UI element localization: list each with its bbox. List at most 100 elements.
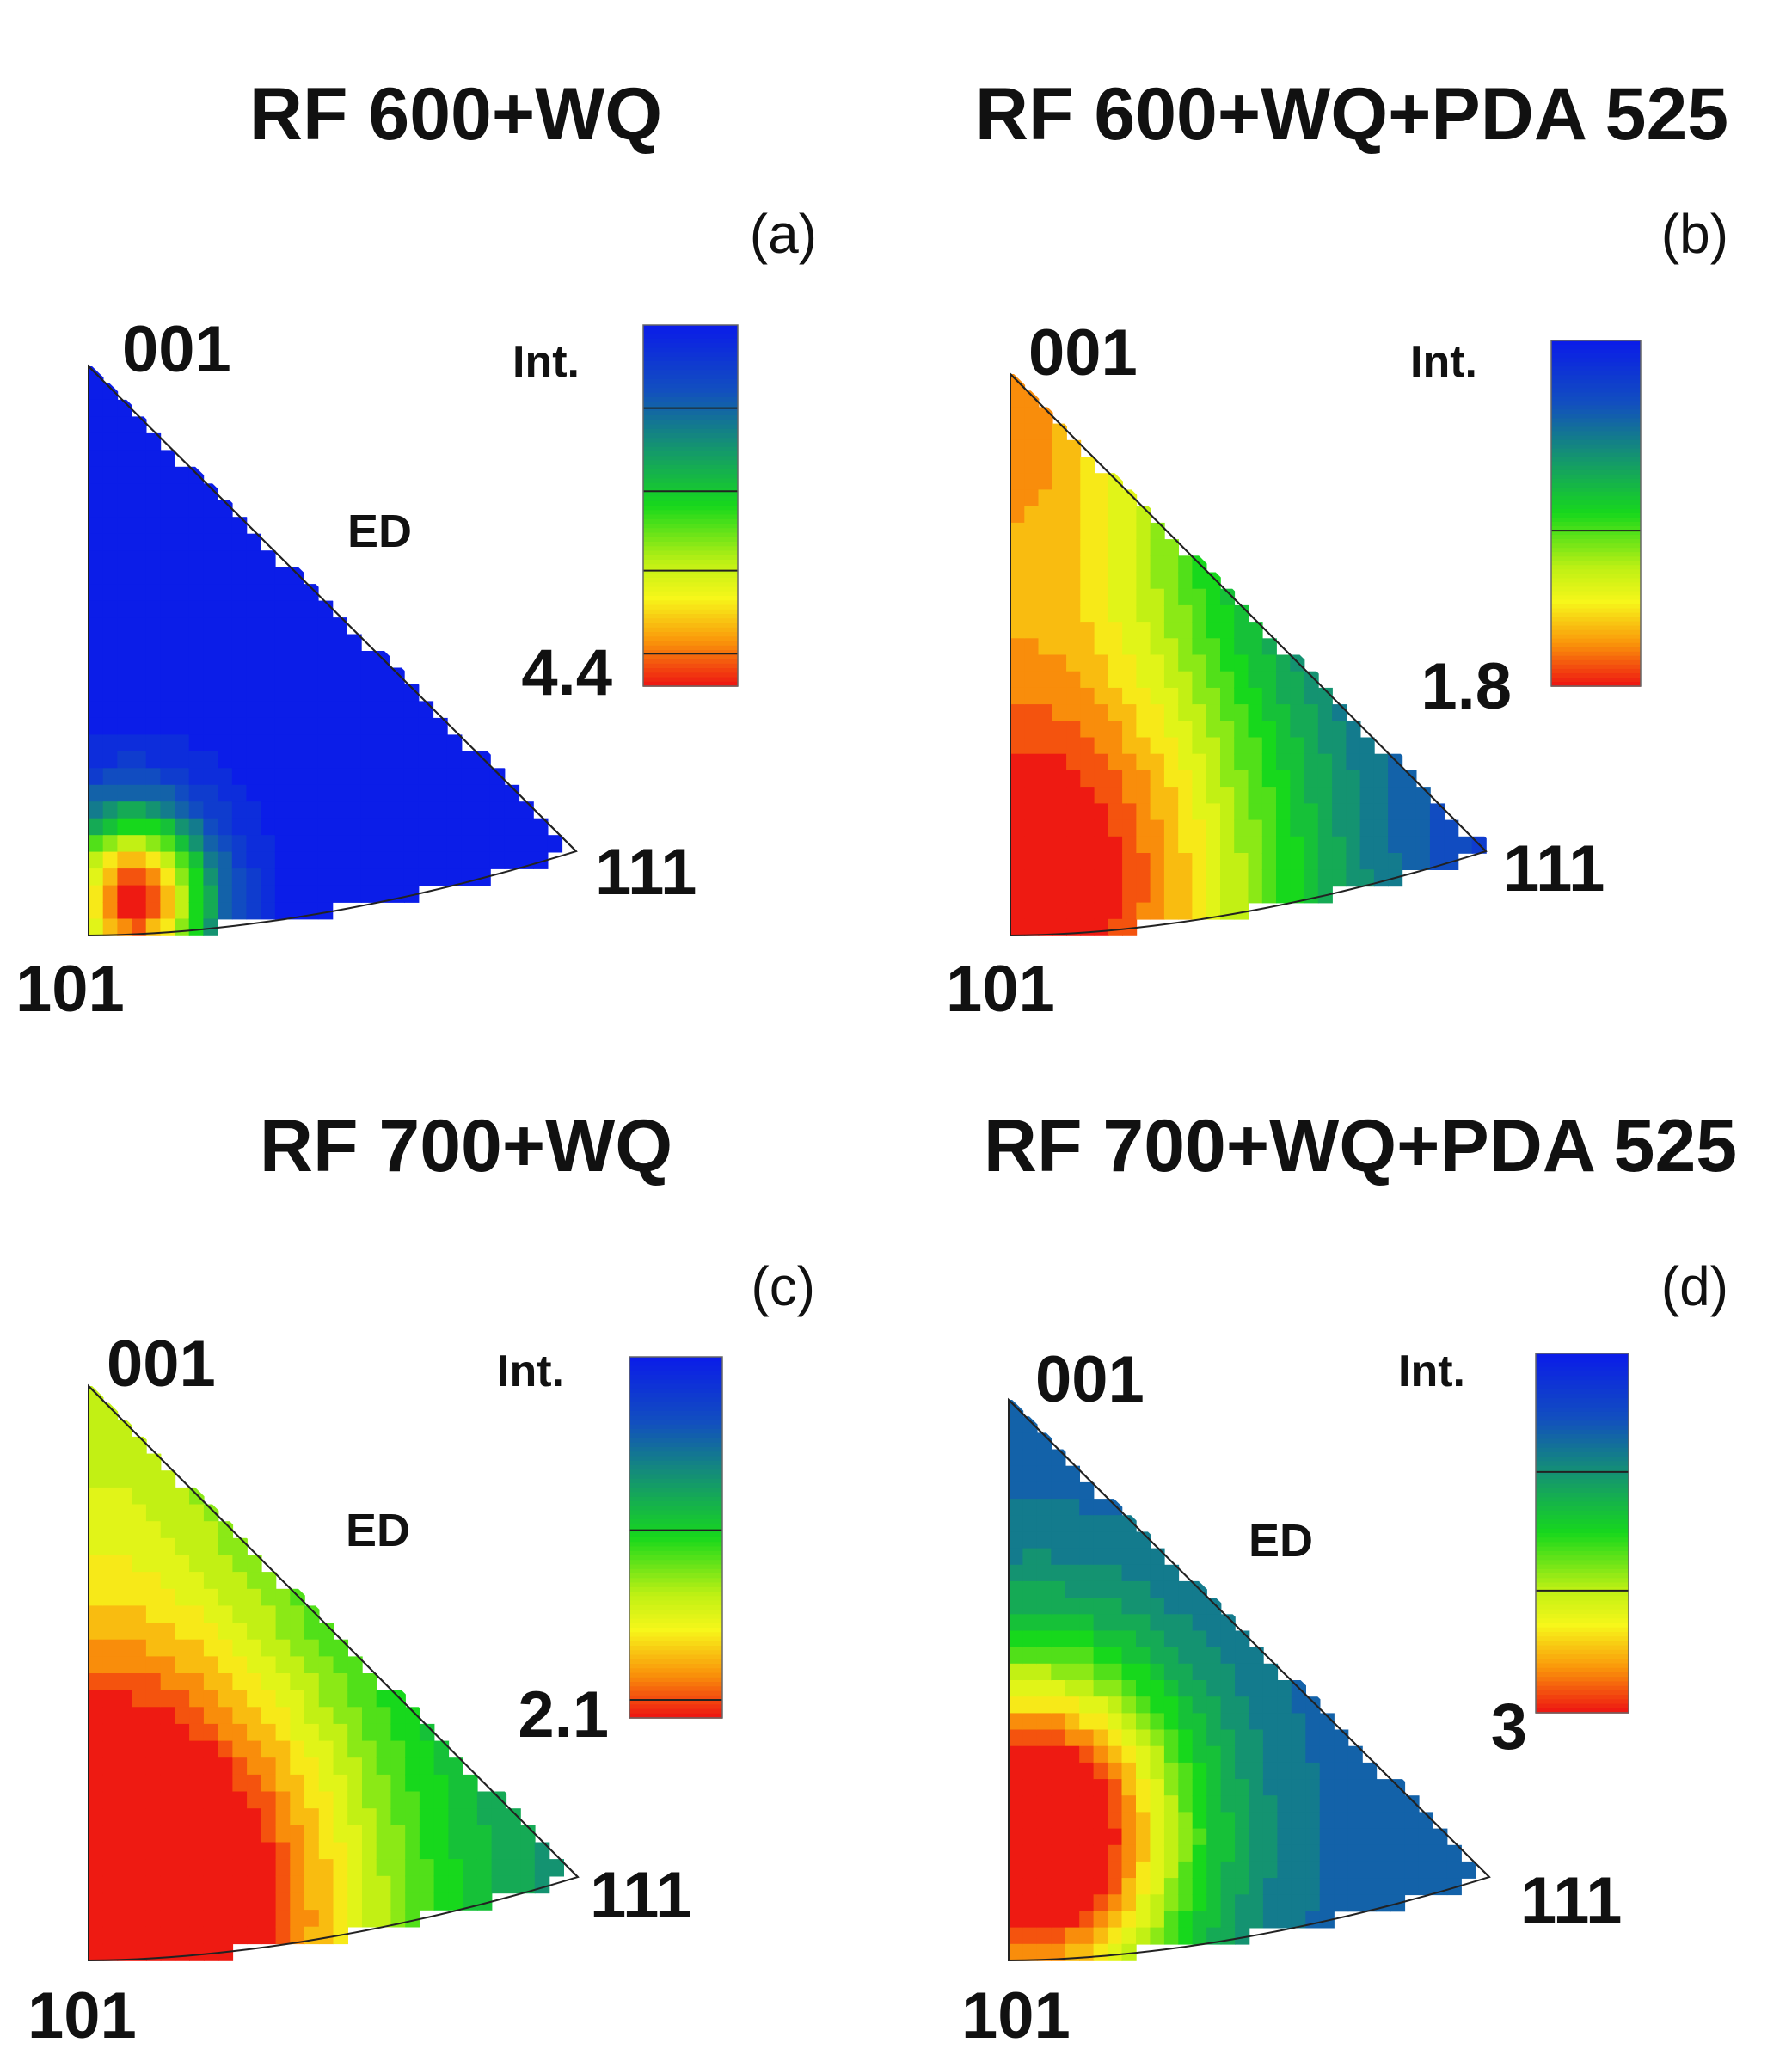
ipf-cell <box>175 651 190 669</box>
colorbar-step <box>1551 556 1641 562</box>
ipf-cell <box>1022 1894 1038 1912</box>
ipf-cell <box>1080 622 1095 640</box>
ipf-cell <box>1010 473 1026 491</box>
ipf-cell <box>1192 1927 1207 1945</box>
colorbar-step <box>629 1478 722 1484</box>
ipf-cell <box>1220 638 1236 656</box>
ipf-cell <box>1261 770 1277 788</box>
ipf-cell <box>189 1605 205 1623</box>
colorbar-step <box>1536 1604 1629 1610</box>
ipf-cell <box>1262 1894 1279 1912</box>
ipf-cell <box>1220 1762 1236 1780</box>
ipf-cell <box>102 1420 119 1438</box>
ipf-cell <box>102 1943 119 1961</box>
ipf-cell <box>247 1723 262 1742</box>
ipf-cell <box>289 818 304 836</box>
ipf-cell <box>203 1926 219 1945</box>
colorbar-step <box>643 402 738 408</box>
ipf-cell <box>117 432 132 451</box>
ipf-cell <box>89 567 104 585</box>
ipf-cell <box>1178 1580 1194 1598</box>
ipf-cell <box>1192 1647 1207 1665</box>
ipf-cell <box>489 835 506 853</box>
ipf-cell <box>89 1892 104 1911</box>
ipf-cell <box>1108 819 1123 837</box>
ipf-cell <box>1051 1762 1066 1780</box>
ipf-cell <box>1150 787 1165 805</box>
ipf-cell <box>175 1740 190 1758</box>
ipf-cell <box>160 885 175 903</box>
ipf-cell <box>1065 1548 1080 1566</box>
ipf-cell <box>274 584 291 602</box>
ipf-cell <box>405 1740 420 1758</box>
ipf-cell <box>160 1910 176 1928</box>
ipf-cell <box>1024 671 1040 689</box>
ipf-cell <box>1136 1762 1151 1780</box>
ipf-cell <box>1010 787 1026 805</box>
ipf-cell <box>117 1926 132 1945</box>
ipf-cell <box>1093 1580 1108 1598</box>
ipf-cell <box>376 1808 392 1826</box>
ipf-cell <box>145 1623 162 1641</box>
ipf-cell <box>418 751 434 770</box>
panel-d-label: (d) <box>1661 1255 1728 1317</box>
ipf-cell <box>375 885 390 903</box>
ipf-cell <box>360 734 377 752</box>
ipf-cell <box>117 399 132 418</box>
ipf-cell <box>1122 506 1138 524</box>
ipf-cell <box>1234 902 1249 920</box>
ipf-cell <box>304 1656 320 1674</box>
colorbar-step <box>643 600 738 606</box>
ipf-cell <box>1009 1481 1024 1500</box>
ipf-cell <box>1009 1680 1024 1697</box>
ipf-cell <box>175 550 190 568</box>
ipf-cell <box>89 1791 104 1809</box>
ipf-cell <box>160 1825 176 1843</box>
ipf-cell <box>1178 836 1194 854</box>
ipf-cell <box>89 1605 104 1623</box>
ipf-cell <box>1079 1564 1095 1582</box>
ipf-cell <box>145 432 162 451</box>
ipf-cell <box>1121 1911 1137 1929</box>
ipf-cell <box>1192 869 1207 887</box>
ipf-cell <box>232 1537 248 1556</box>
ipf-cell <box>1277 1762 1292 1780</box>
ipf-cell <box>1235 1647 1250 1665</box>
ipf-cell <box>347 1808 363 1826</box>
colorbar-step <box>629 1592 722 1597</box>
ipf-cell <box>1065 1812 1080 1830</box>
colorbar-step <box>643 614 738 619</box>
colorbar-step <box>1551 383 1641 390</box>
colorbar-step <box>1551 435 1641 441</box>
colorbar-step <box>643 334 738 340</box>
colorbar-step <box>629 1357 722 1362</box>
ipf-cell <box>203 717 218 736</box>
ipf-cell <box>1108 1564 1123 1582</box>
ipf-cell <box>1094 721 1109 739</box>
ipf-cell <box>189 1690 205 1708</box>
ipf-cell <box>1262 1828 1279 1846</box>
ipf-cell <box>506 1875 521 1894</box>
ipf-cell <box>1346 853 1361 870</box>
ipf-cell <box>175 1639 190 1658</box>
ipf-cell <box>476 1842 493 1860</box>
ipf-cell <box>1192 819 1207 837</box>
panel-b-colorbar <box>1550 340 1642 687</box>
ipf-cell <box>1038 886 1053 904</box>
ipf-cell <box>1036 1432 1052 1451</box>
ipf-cell <box>1009 1713 1024 1731</box>
colorbar-step <box>643 456 738 462</box>
ipf-cell <box>1206 1861 1222 1879</box>
ipf-cell <box>218 885 233 903</box>
ipf-cell <box>1079 1531 1095 1549</box>
ipf-cell <box>89 734 104 752</box>
ipf-cell <box>1220 1729 1236 1747</box>
ipf-cell <box>275 1588 292 1607</box>
ipf-mask <box>89 363 586 848</box>
ipf-cell <box>102 1740 119 1758</box>
colorbar-step <box>629 1586 722 1592</box>
ipf-cell <box>160 1707 176 1725</box>
ipf-cell <box>1334 1861 1349 1879</box>
ipf-cell <box>1010 654 1026 672</box>
ipf-cell <box>1010 390 1026 408</box>
